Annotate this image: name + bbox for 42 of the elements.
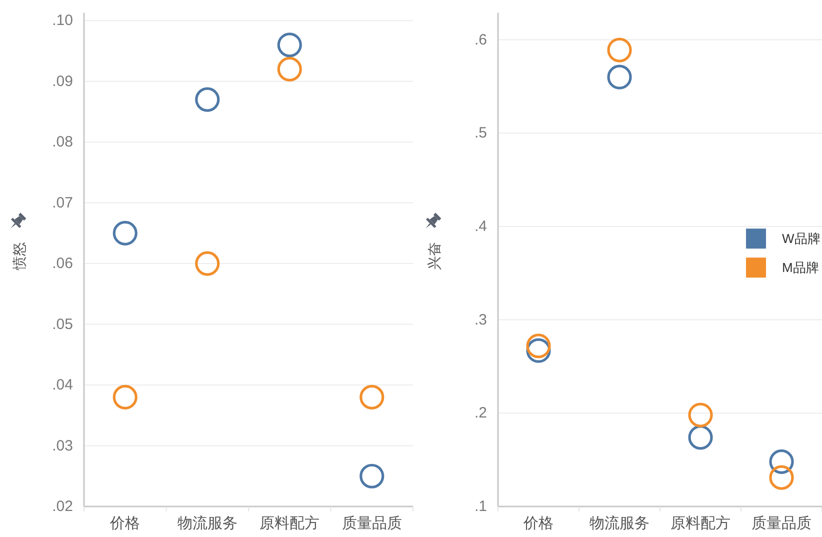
y-tick-label: .05: [52, 316, 73, 333]
x-tick-label: 物流服务: [590, 515, 650, 532]
point: [277, 32, 302, 58]
x-tick-label: 质量品质: [342, 515, 402, 532]
y-axis-title: 愤怒: [11, 242, 27, 271]
x-tick-label: 物流服务: [177, 515, 238, 532]
x-tick-label: 原料配方: [670, 515, 730, 532]
point: [112, 220, 138, 246]
y-tick-label: .2: [474, 404, 487, 422]
point: [195, 87, 220, 112]
point: [688, 402, 713, 428]
point: [607, 64, 632, 90]
legend-label: W品牌: [782, 231, 820, 246]
y-tick-label: .4: [474, 218, 487, 235]
point: [526, 334, 551, 358]
y-tick-label: .06: [52, 255, 73, 272]
y-tick-label: .5: [474, 124, 487, 142]
point: [769, 449, 794, 474]
point: [277, 56, 302, 82]
y-tick-label: .1: [474, 498, 487, 515]
x-tick-label: 价格: [522, 515, 554, 532]
y-tick-label: .09: [52, 72, 73, 90]
y-tick-label: .3: [474, 311, 487, 328]
x-tick-label: 原料配方: [260, 515, 320, 532]
point: [360, 464, 384, 488]
point: [607, 38, 632, 62]
point: [769, 465, 794, 490]
y-tick-label: .07: [52, 194, 73, 212]
point: [195, 251, 220, 276]
y-tick-label: .04: [52, 376, 73, 394]
point: [112, 384, 138, 410]
y-tick-label: .6: [474, 31, 487, 48]
y-tick-label: .03: [52, 437, 73, 454]
y-tick-label: .08: [52, 134, 73, 151]
y-tick-label: .10: [52, 12, 73, 30]
y-tick-label: .02: [52, 498, 73, 515]
point: [688, 425, 713, 450]
y-axis-title: 兴奋: [426, 242, 442, 270]
x-tick-label: 质量品质: [752, 515, 812, 532]
point: [360, 384, 384, 410]
legend-label: M品牌: [782, 260, 819, 276]
x-tick-label: 价格: [109, 515, 140, 532]
